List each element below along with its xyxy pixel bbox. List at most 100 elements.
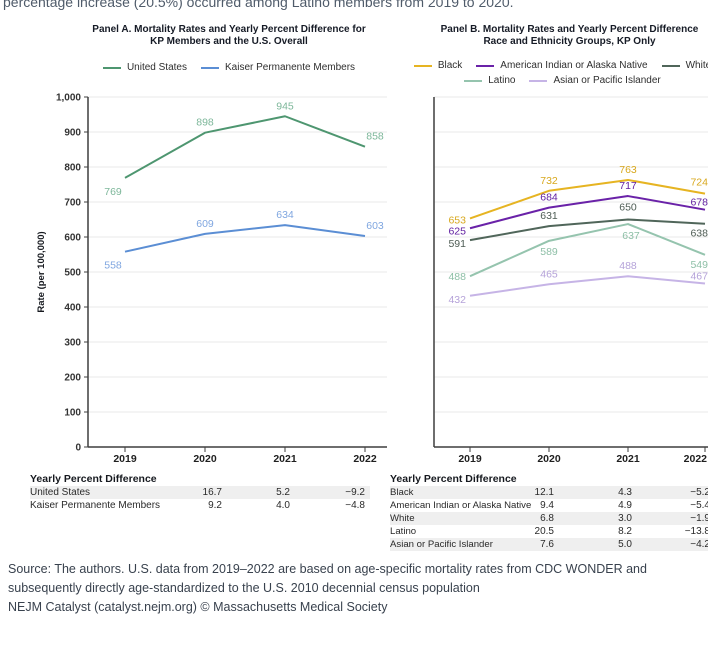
y-tick-label: 400 [64, 303, 81, 314]
legend-item-american-indian-or-alaska-native: American Indian or Alaska Native [476, 60, 648, 71]
ypd-table-rows: Black 12.1 4.3 −5.2 American Indian or Alask… [390, 486, 708, 551]
ypd-row-black: Black 12.1 4.3 −5.2 [390, 486, 708, 499]
panel-b-title-line1: Panel B. Mortality Rates and Yearly Perc… [440, 24, 699, 35]
legend-row: Latino Asian or Pacific Islander [390, 73, 708, 88]
legend-line-swatch [464, 79, 483, 82]
ypd-row-label: Black [390, 487, 414, 498]
legend-row: United States Kaiser Permanente Members [30, 60, 400, 75]
ypd-row-asian-or-pacific-islander: Asian or Pacific Islander 7.6 5.0 −4.2 [390, 538, 708, 551]
data-point-label: 732 [540, 175, 558, 187]
intro-text: percentage increase (20.5%) occurred amo… [3, 0, 514, 10]
legend-row: Black American Indian or Alaska Native Whi… [390, 58, 708, 73]
ypd-value: −4.2 [690, 539, 708, 550]
y-tick-label: 0 [75, 443, 81, 454]
panel-a-title-line2: KP Members and the U.S. Overall [150, 36, 308, 47]
credit-text: NEJM Catalyst (catalyst.nejm.org) © Mass… [8, 600, 388, 614]
data-point-label: 465 [540, 268, 558, 280]
data-point-label: 488 [448, 271, 466, 283]
legend-item-black: Black [413, 60, 463, 71]
panel-b-legend: Black American Indian or Alaska Native Whi… [390, 58, 708, 88]
x-tick-label: 2021 [616, 453, 640, 465]
legend-item-kaiser-permanente-members: Kaiser Permanente Members [200, 62, 355, 73]
series-line-kaiser-permanente-members [124, 224, 366, 253]
ypd-value: −9.2 [345, 487, 365, 498]
ypd-value: 9.4 [540, 500, 554, 511]
data-point-label: 634 [276, 209, 294, 221]
x-tick-label: 2019 [113, 453, 137, 465]
series-line-asian-or-pacific-islander [469, 275, 706, 297]
source-line2: subsequently directly age-standardized t… [8, 580, 480, 595]
data-point-label: 653 [448, 214, 466, 226]
ypd-value: 20.5 [534, 526, 554, 537]
panel-b-title: Panel B. Mortality Rates and Yearly Perc… [390, 24, 708, 48]
data-point-label: 432 [448, 294, 466, 306]
ypd-row-white: White 6.8 3.0 −1.9 [390, 512, 708, 525]
data-point-label: 631 [540, 210, 558, 222]
series-line-black [469, 178, 706, 220]
y-tick-label: 900 [64, 128, 81, 139]
data-point-label: 558 [104, 260, 122, 272]
x-tick-label: 2021 [273, 453, 297, 465]
ypd-value: 4.3 [618, 487, 632, 498]
data-point-label: 603 [366, 220, 384, 232]
legend-label: White [685, 60, 708, 71]
ypd-value: 5.0 [618, 539, 632, 550]
data-point-label: 684 [540, 192, 558, 204]
series-line-united-states [124, 115, 366, 179]
y-tick-label: 300 [64, 338, 81, 349]
data-point-label: 678 [690, 197, 708, 209]
legend-label: Latino [488, 75, 516, 86]
data-point-label: 589 [540, 246, 558, 258]
ypd-value: 16.7 [202, 487, 222, 498]
panel-a-title-line1: Panel A. Mortality Rates and Yearly Perc… [92, 24, 366, 35]
y-axis-title: Rate (per 100,000) [36, 231, 47, 312]
legend-label: United States [126, 62, 187, 73]
y-tick-label: 200 [64, 373, 81, 384]
legend-label: Black [437, 60, 463, 71]
data-point-label: 467 [690, 271, 708, 283]
panel-a-legend: United States Kaiser Permanente Members [30, 60, 400, 75]
ypd-value: 7.6 [540, 539, 554, 550]
data-point-label: 488 [619, 260, 637, 272]
ypd-row-label: United States [30, 487, 91, 498]
ypd-value: 5.2 [276, 487, 290, 498]
data-point-label: 637 [622, 230, 640, 242]
ypd-row-latino: Latino 20.5 8.2 −13.8 [390, 525, 708, 538]
data-point-label: 717 [619, 180, 637, 192]
ypd-value: 12.1 [534, 487, 554, 498]
legend-line-swatch [529, 79, 548, 82]
y-tick-label: 1,000 [56, 93, 81, 104]
ypd-row-label: Latino [390, 526, 417, 537]
series-line-latino [469, 223, 706, 278]
ypd-value: −1.9 [690, 513, 708, 524]
data-point-label: 898 [196, 117, 214, 129]
legend-label: Asian or Pacific Islander [553, 75, 661, 86]
ypd-row-kaiser-permanente-members: Kaiser Permanente Members 9.2 4.0 −4.8 [30, 499, 370, 512]
ypd-value: −5.2 [690, 487, 708, 498]
data-point-label: 609 [196, 218, 214, 230]
panel-a-title: Panel A. Mortality Rates and Yearly Perc… [30, 24, 400, 48]
series-line-american-indian-or-alaska-native [469, 195, 706, 230]
y-tick-label: 500 [64, 268, 81, 279]
panel-b: Panel B. Mortality Rates and Yearly Perc… [390, 24, 708, 551]
ypd-value: 6.8 [540, 513, 554, 524]
y-tick-label: 100 [64, 408, 81, 419]
data-point-label: 625 [448, 225, 466, 237]
y-tick-label: 600 [64, 233, 81, 244]
source-line1: Source: The authors. U.S. data from 2019… [8, 562, 647, 576]
data-point-label: 769 [104, 186, 122, 198]
panel-a: Panel A. Mortality Rates and Yearly Perc… [30, 24, 400, 511]
x-tick-label: 2019 [458, 453, 482, 465]
ypd-table-header: Yearly Percent Difference [390, 473, 517, 485]
legend-item-asian-or-pacific-islander: Asian or Pacific Islander [529, 75, 661, 86]
x-tick-label: 2022 [684, 453, 708, 465]
data-point-label: 858 [366, 131, 384, 143]
panel-a-ypd-table: Yearly Percent Difference United States 1… [30, 473, 370, 512]
data-point-label: 724 [690, 177, 708, 189]
legend-line-swatch [102, 66, 121, 69]
x-tick-label: 2020 [537, 453, 561, 465]
y-tick-label: 700 [64, 198, 81, 209]
legend-label: American Indian or Alaska Native [500, 60, 648, 71]
ypd-value: 4.0 [276, 500, 290, 511]
